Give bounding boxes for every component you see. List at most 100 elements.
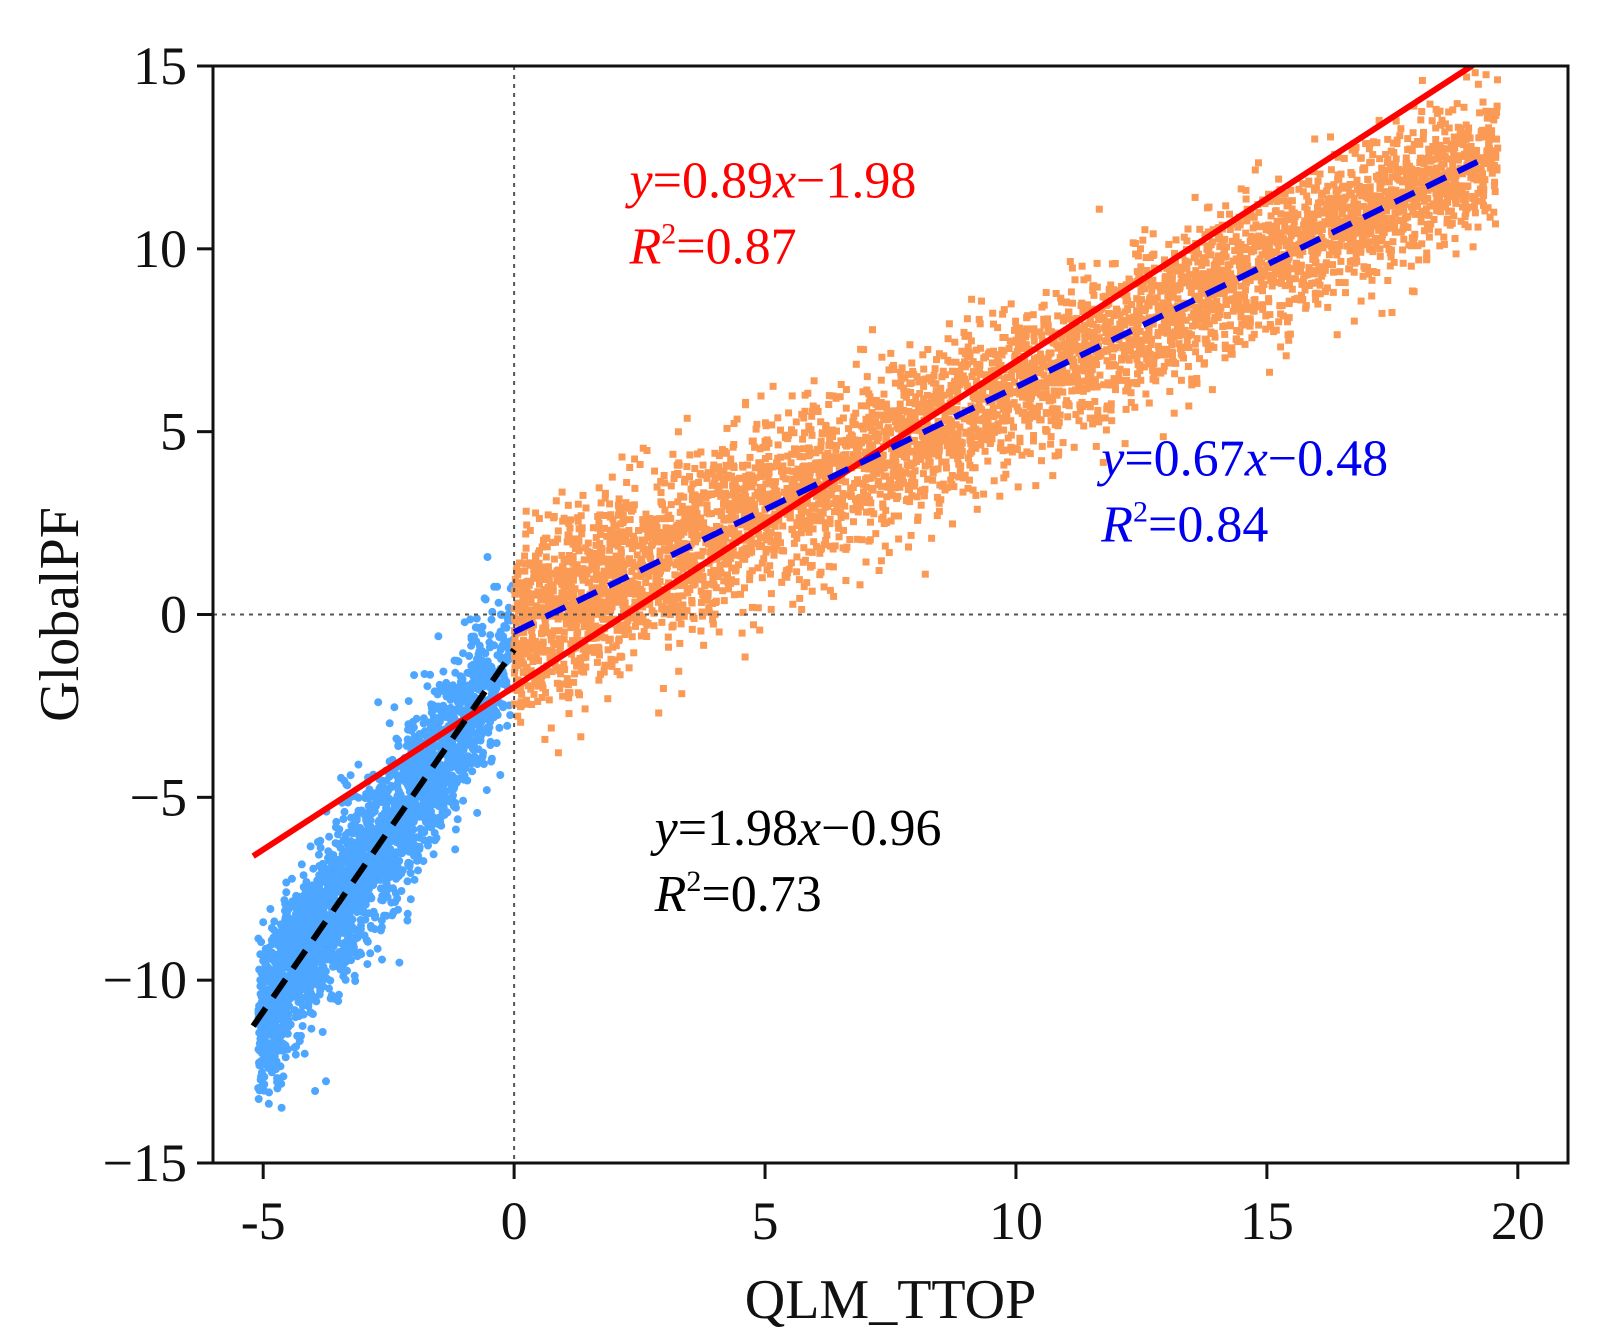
scatter-point [700,641,708,649]
scatter-point [460,618,469,627]
scatter-point [1417,116,1425,124]
scatter-point [261,961,270,970]
scatter-point [1384,277,1392,284]
scatter-point [254,1095,263,1103]
scatter-point [1407,262,1415,270]
scatter-point [483,553,492,561]
scatter-point [565,710,573,718]
scatter-point [596,511,604,519]
scatter-point [393,791,402,800]
scatter-point [1471,69,1479,77]
scatter-point [409,723,418,732]
scatter-point [363,960,372,969]
scatter-point [281,1053,290,1062]
scatter-point [683,463,691,471]
scatter-point [293,1031,302,1040]
scatter-point [869,326,876,334]
scatter-point [395,958,404,967]
scatter-point [433,722,442,731]
scatter-point [1333,331,1341,339]
scatter-point [264,950,273,959]
scatter-point [354,793,363,802]
scatter-point [364,878,373,887]
scatter-point [269,933,278,942]
scatter-point [308,956,317,964]
scatter-point [938,373,946,381]
scatter-point [1347,169,1355,176]
scatter-point [259,918,268,927]
scatter-point [339,815,348,823]
scatter-point [392,734,401,743]
scatter-point [1397,125,1405,133]
scatter-point [388,911,397,920]
scatter-point [282,911,291,920]
scatter-point [931,466,939,474]
scatter-point [310,993,319,1002]
scatter-point [281,1017,289,1026]
scatter-point [1000,426,1008,434]
scatter-point [442,766,450,775]
scatter-point [748,437,756,445]
scatter-point [887,349,895,357]
scatter-point [464,681,473,690]
scatter-point [323,865,332,874]
scatter-point [350,900,358,909]
scatter-point [464,752,473,761]
scatter-point [425,803,434,812]
scatter-point [1423,256,1431,264]
scatter-point [595,484,603,492]
scatter-point [777,426,784,434]
scatter-point [434,784,443,793]
scatter-point [767,590,775,598]
scatter-point [870,510,878,518]
scatter-point [390,703,399,712]
scatter-point [499,632,508,641]
scatter-point [418,753,427,762]
scatter-point [306,842,315,851]
scatter-point [1482,71,1490,79]
scatter-point [1184,363,1192,370]
scatter-point [282,1008,291,1017]
scatter-point [459,796,468,805]
scatter-point [462,759,471,767]
scatter-point [347,914,355,923]
scatter-point [275,949,284,958]
scatter-point [1265,298,1273,306]
scatter-point [582,504,590,512]
scatter-point [348,862,357,871]
scatter-point [343,781,352,790]
scatter-point [486,737,495,746]
scatter-point [478,656,486,665]
scatter-point [1030,331,1038,339]
scatter-point [326,897,335,906]
scatter-point [410,875,419,884]
scatter-point [282,955,291,963]
scatter-point [1378,309,1386,317]
scatter-point [256,1075,265,1084]
scatter-point [365,794,373,803]
scatter-point [1460,103,1468,111]
scatter-point [312,947,321,956]
scatter-point [325,832,334,841]
scatter-point [835,533,843,541]
scatter-point [465,652,474,660]
scatter-point [394,742,403,751]
scatter-point [445,794,453,803]
scatter-point [876,490,884,498]
scatter-point [1109,353,1116,361]
scatter-point [1471,209,1479,217]
scatter-point [330,925,339,934]
scatter-point [353,843,362,852]
scatter-point [444,755,453,764]
scatter-point [522,544,530,552]
scatter-point [787,559,795,567]
scatter-point [801,407,809,415]
scatter-point [298,1022,307,1030]
scatter-point [499,703,508,712]
scatter-point [374,698,383,707]
scatter-point [356,881,365,889]
scatter-point [276,920,285,929]
scatter-point [1007,300,1015,308]
scatter-point [443,773,452,782]
scatter-point [411,846,420,855]
